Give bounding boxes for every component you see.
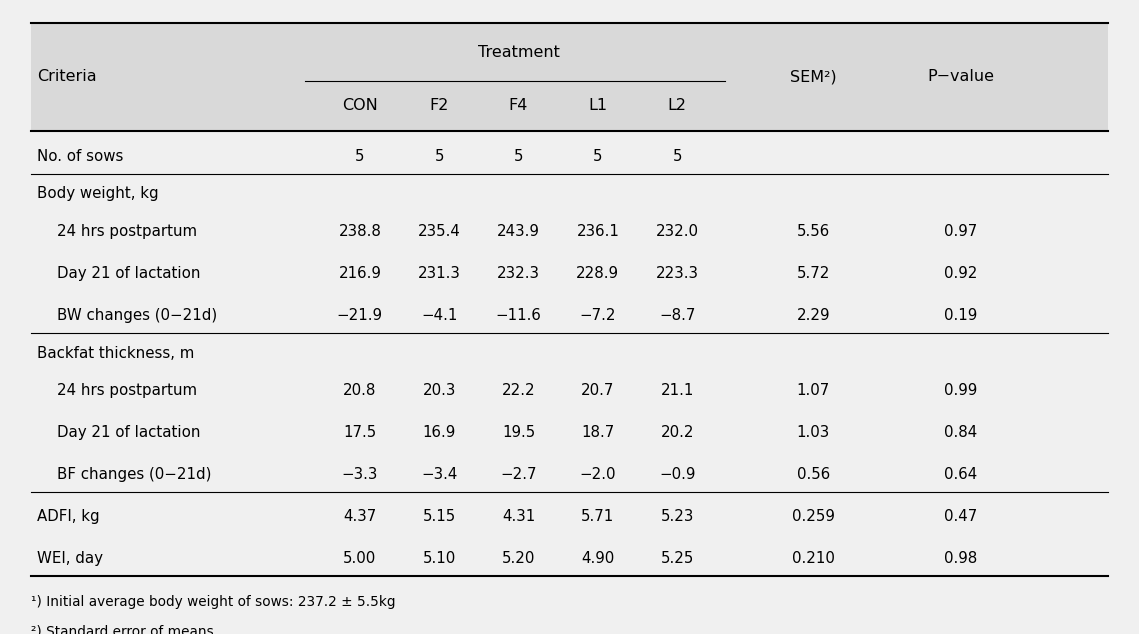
Text: 17.5: 17.5 — [343, 425, 376, 440]
Text: BF changes (0−21d): BF changes (0−21d) — [57, 467, 212, 482]
Text: Body weight, kg: Body weight, kg — [36, 186, 158, 202]
Text: 0.64: 0.64 — [944, 467, 977, 482]
Text: ²) Standard error of means.: ²) Standard error of means. — [31, 625, 219, 634]
Text: 5.23: 5.23 — [661, 509, 694, 524]
Text: −3.3: −3.3 — [342, 467, 378, 482]
Text: 1.07: 1.07 — [796, 384, 830, 398]
Text: 5: 5 — [514, 148, 523, 164]
Text: SEM²): SEM²) — [789, 69, 836, 84]
Text: 0.99: 0.99 — [944, 384, 977, 398]
Text: 18.7: 18.7 — [581, 425, 614, 440]
Text: 16.9: 16.9 — [423, 425, 456, 440]
Text: 0.98: 0.98 — [944, 551, 977, 566]
Text: 21.1: 21.1 — [661, 384, 694, 398]
Text: 5: 5 — [434, 148, 444, 164]
Text: Day 21 of lactation: Day 21 of lactation — [57, 266, 200, 281]
Text: 0.19: 0.19 — [944, 308, 977, 323]
Text: Treatment: Treatment — [477, 44, 559, 60]
Text: −21.9: −21.9 — [337, 308, 383, 323]
Text: 5.20: 5.20 — [502, 551, 535, 566]
Text: 22.2: 22.2 — [501, 384, 535, 398]
Text: 223.3: 223.3 — [656, 266, 698, 281]
Text: −7.2: −7.2 — [580, 308, 616, 323]
Text: 0.97: 0.97 — [944, 224, 977, 239]
Text: 20.8: 20.8 — [343, 384, 377, 398]
Text: 5: 5 — [672, 148, 682, 164]
Text: −2.0: −2.0 — [580, 467, 616, 482]
Text: −4.1: −4.1 — [421, 308, 458, 323]
Text: 5.56: 5.56 — [796, 224, 830, 239]
Text: 232.0: 232.0 — [656, 224, 698, 239]
Text: L1: L1 — [588, 98, 607, 113]
Text: 4.37: 4.37 — [343, 509, 376, 524]
Text: 24 hrs postpartum: 24 hrs postpartum — [57, 384, 197, 398]
Bar — [31, 23, 1108, 131]
Text: 5.71: 5.71 — [581, 509, 614, 524]
Text: 5.00: 5.00 — [343, 551, 376, 566]
Text: 4.90: 4.90 — [581, 551, 614, 566]
Text: Backfat thickness, m: Backfat thickness, m — [36, 346, 194, 361]
Text: 19.5: 19.5 — [502, 425, 535, 440]
Text: −3.4: −3.4 — [421, 467, 458, 482]
Text: 20.2: 20.2 — [661, 425, 694, 440]
Text: 0.84: 0.84 — [944, 425, 977, 440]
Text: −11.6: −11.6 — [495, 308, 541, 323]
Text: 235.4: 235.4 — [418, 224, 460, 239]
Text: 216.9: 216.9 — [338, 266, 382, 281]
Text: Day 21 of lactation: Day 21 of lactation — [57, 425, 200, 440]
Text: 232.3: 232.3 — [497, 266, 540, 281]
Text: 2.29: 2.29 — [796, 308, 830, 323]
Text: BW changes (0−21d): BW changes (0−21d) — [57, 308, 218, 323]
Text: 238.8: 238.8 — [338, 224, 382, 239]
Text: 0.259: 0.259 — [792, 509, 835, 524]
Text: L2: L2 — [667, 98, 687, 113]
Text: No. of sows: No. of sows — [36, 148, 123, 164]
Text: 0.47: 0.47 — [944, 509, 977, 524]
Text: −2.7: −2.7 — [500, 467, 536, 482]
Text: 5: 5 — [355, 148, 364, 164]
Text: −0.9: −0.9 — [659, 467, 696, 482]
Text: −8.7: −8.7 — [659, 308, 696, 323]
Text: Criteria: Criteria — [36, 69, 97, 84]
Text: 1.03: 1.03 — [796, 425, 830, 440]
Text: 0.56: 0.56 — [796, 467, 830, 482]
Text: ADFI, kg: ADFI, kg — [36, 509, 99, 524]
Text: 4.31: 4.31 — [502, 509, 535, 524]
Text: 231.3: 231.3 — [418, 266, 460, 281]
Text: P−value: P−value — [927, 69, 994, 84]
Text: 5.25: 5.25 — [661, 551, 694, 566]
Text: 243.9: 243.9 — [497, 224, 540, 239]
Text: 236.1: 236.1 — [576, 224, 620, 239]
Text: CON: CON — [342, 98, 378, 113]
Text: 5.72: 5.72 — [796, 266, 830, 281]
Text: 24 hrs postpartum: 24 hrs postpartum — [57, 224, 197, 239]
Text: F2: F2 — [429, 98, 449, 113]
Text: ¹) Initial average body weight of sows: 237.2 ± 5.5kg: ¹) Initial average body weight of sows: … — [31, 595, 395, 609]
Text: 20.3: 20.3 — [423, 384, 456, 398]
Text: 5: 5 — [593, 148, 603, 164]
Text: 5.15: 5.15 — [423, 509, 456, 524]
Text: 0.92: 0.92 — [944, 266, 977, 281]
Text: 20.7: 20.7 — [581, 384, 615, 398]
Text: 5.10: 5.10 — [423, 551, 456, 566]
Text: 0.210: 0.210 — [792, 551, 835, 566]
Text: F4: F4 — [509, 98, 528, 113]
Text: 228.9: 228.9 — [576, 266, 620, 281]
Text: WEI, day: WEI, day — [36, 551, 103, 566]
